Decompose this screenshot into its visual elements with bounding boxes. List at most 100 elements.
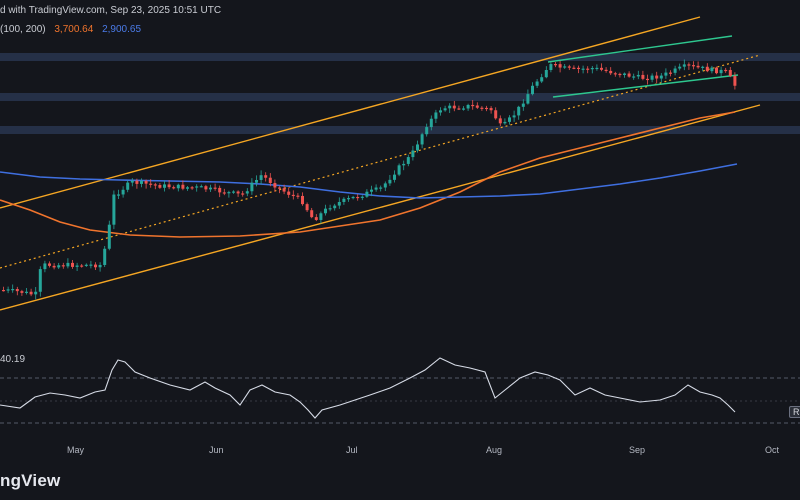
candle-body <box>719 69 723 74</box>
ma-value-100: 3,700.64 <box>54 24 94 35</box>
ma-100-line <box>0 111 736 238</box>
candle-body <box>227 192 231 194</box>
candle-body <box>20 291 24 293</box>
candle-body <box>512 115 516 118</box>
candle-body <box>613 73 617 75</box>
candle-body <box>618 73 622 76</box>
candle-body <box>535 81 539 86</box>
candle-body <box>715 67 718 74</box>
candle-body <box>264 175 268 178</box>
candle-body <box>149 183 153 185</box>
candle-body <box>6 289 10 291</box>
candle-body <box>103 248 107 265</box>
candle-body <box>489 108 493 111</box>
candle-body <box>199 186 203 188</box>
candle-body <box>89 264 93 266</box>
candle-body <box>411 150 415 158</box>
candle-body <box>572 67 576 69</box>
chart-header: d with TradingView.com, Sep 23, 2025 10:… <box>0 5 222 16</box>
candle-body <box>319 213 323 220</box>
candle-body <box>80 265 84 267</box>
candle-body <box>466 104 470 109</box>
candle-body <box>494 110 498 119</box>
candle-body <box>195 186 199 188</box>
candle-body <box>112 194 116 225</box>
candle-body <box>388 179 392 184</box>
candlesticks <box>2 59 737 300</box>
candle-body <box>351 196 355 199</box>
candle-body <box>443 108 447 111</box>
candle-body <box>117 194 120 196</box>
candle-body <box>623 73 626 75</box>
candle-body <box>705 66 709 72</box>
candle-body <box>673 68 677 73</box>
candle-body <box>687 64 691 66</box>
candle-body <box>259 175 263 180</box>
candle-body <box>25 291 28 293</box>
candle-body <box>563 66 567 68</box>
zone-band-1 <box>0 93 800 101</box>
candle-body <box>305 204 309 211</box>
candle-body <box>222 192 226 194</box>
candle-body <box>333 205 337 209</box>
candle-body <box>255 179 258 183</box>
ma-200-line <box>0 163 738 199</box>
ma-legend: (100, 200) 3,700.64 2,900.65 <box>0 24 147 35</box>
candle-body <box>374 187 378 190</box>
candle-body <box>232 191 235 193</box>
candle-body <box>549 64 553 70</box>
candle-body <box>2 290 5 292</box>
candle-body <box>52 265 56 268</box>
candle-body <box>301 195 304 205</box>
candle-body <box>448 105 452 109</box>
candle-body <box>213 187 217 189</box>
candle-body <box>186 187 189 189</box>
candle-body <box>425 127 429 135</box>
candle-body <box>406 157 410 164</box>
candle-body <box>692 65 695 67</box>
wedge-upper-line <box>547 35 733 63</box>
candle-body <box>632 76 636 78</box>
candle-body <box>61 265 65 267</box>
trend-lines <box>0 16 761 311</box>
candle-body <box>434 112 438 119</box>
candle-body <box>98 264 102 268</box>
candle-body <box>94 264 97 268</box>
candle-body <box>498 118 502 124</box>
candle-body <box>29 291 33 295</box>
candle-body <box>641 74 645 79</box>
candle-body <box>517 106 521 116</box>
candle-body <box>153 184 157 186</box>
candle-body <box>655 75 659 79</box>
candle-body <box>324 208 327 214</box>
candle-body <box>646 78 649 81</box>
candle-body <box>600 67 603 70</box>
candle-body <box>480 107 484 109</box>
candle-body <box>34 291 38 295</box>
candle-body <box>733 76 737 86</box>
candle-body <box>107 224 111 249</box>
candle-body <box>278 187 281 189</box>
candle-body <box>121 189 125 195</box>
candle-body <box>287 191 291 195</box>
rsi-value: 40.19 <box>0 354 26 365</box>
candle-body <box>590 67 594 70</box>
candle-body <box>475 105 479 108</box>
x-tick-jun: Jun <box>209 445 224 455</box>
candle-body <box>471 104 475 107</box>
candle-body <box>337 201 341 206</box>
candle-body <box>218 187 222 193</box>
candle-body <box>71 262 74 267</box>
candle-body <box>383 183 387 188</box>
candle-body <box>581 68 585 70</box>
candle-body <box>245 191 249 194</box>
candle-body <box>439 110 442 113</box>
candle-body <box>604 69 608 72</box>
candle-body <box>172 187 176 189</box>
candle-body <box>66 262 70 267</box>
candle-body <box>328 208 332 210</box>
x-tick-may: May <box>67 445 85 455</box>
zone-band-2 <box>0 126 800 134</box>
candle-body <box>457 108 461 110</box>
